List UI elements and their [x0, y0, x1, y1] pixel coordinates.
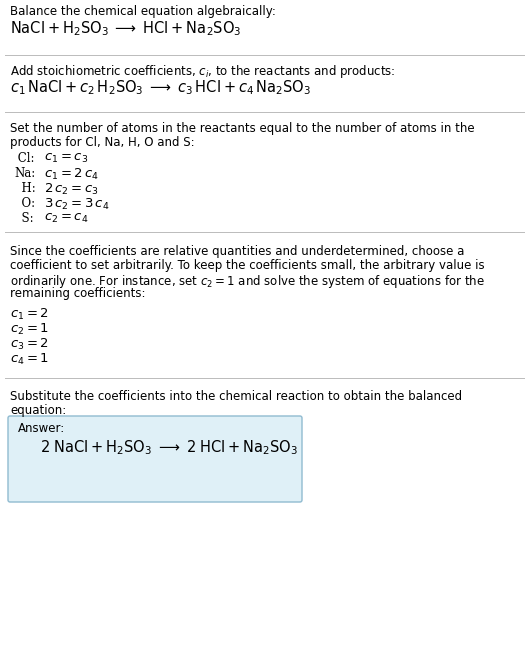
Text: products for Cl, Na, H, O and S:: products for Cl, Na, H, O and S:: [10, 136, 195, 149]
Text: Na:: Na:: [14, 167, 35, 180]
Text: Since the coefficients are relative quantities and underdetermined, choose a: Since the coefficients are relative quan…: [10, 245, 464, 258]
Text: $c_2 = c_4$: $c_2 = c_4$: [44, 212, 88, 225]
Text: $c_1 = 2\,c_4$: $c_1 = 2\,c_4$: [44, 167, 99, 182]
Text: Add stoichiometric coefficients, $c_i$, to the reactants and products:: Add stoichiometric coefficients, $c_i$, …: [10, 63, 395, 80]
Text: $c_3 = 2$: $c_3 = 2$: [10, 337, 49, 352]
Text: Answer:: Answer:: [18, 422, 65, 435]
FancyBboxPatch shape: [8, 416, 302, 502]
Text: Balance the chemical equation algebraically:: Balance the chemical equation algebraica…: [10, 5, 276, 18]
Text: O:: O:: [14, 197, 35, 210]
Text: H:: H:: [14, 182, 36, 195]
Text: ordinarily one. For instance, set $c_2 = 1$ and solve the system of equations fo: ordinarily one. For instance, set $c_2 =…: [10, 273, 485, 290]
Text: $3\,c_2 = 3\,c_4$: $3\,c_2 = 3\,c_4$: [44, 197, 110, 212]
Text: $c_2 = 1$: $c_2 = 1$: [10, 322, 49, 337]
Text: Cl:: Cl:: [14, 152, 34, 165]
Text: $\mathrm{NaCl + H_2SO_3 \;\longrightarrow\; HCl + Na_2SO_3}$: $\mathrm{NaCl + H_2SO_3 \;\longrightarro…: [10, 19, 242, 38]
Text: S:: S:: [14, 212, 34, 225]
Text: $c_1 = c_3$: $c_1 = c_3$: [44, 152, 88, 165]
Text: Set the number of atoms in the reactants equal to the number of atoms in the: Set the number of atoms in the reactants…: [10, 122, 475, 135]
Text: Substitute the coefficients into the chemical reaction to obtain the balanced: Substitute the coefficients into the che…: [10, 390, 462, 403]
Text: remaining coefficients:: remaining coefficients:: [10, 287, 145, 300]
Text: $2\,c_2 = c_3$: $2\,c_2 = c_3$: [44, 182, 99, 197]
Text: $c_1 = 2$: $c_1 = 2$: [10, 307, 49, 322]
Text: equation:: equation:: [10, 404, 66, 417]
Text: $c_4 = 1$: $c_4 = 1$: [10, 352, 49, 367]
Text: $\mathrm{2\;NaCl + H_2SO_3 \;\longrightarrow\; 2\;HCl + Na_2SO_3}$: $\mathrm{2\;NaCl + H_2SO_3 \;\longrighta…: [40, 438, 298, 457]
Text: $c_1\,\mathrm{NaCl} + c_2\,\mathrm{H_2SO_3} \;\longrightarrow\; c_3\,\mathrm{HCl: $c_1\,\mathrm{NaCl} + c_2\,\mathrm{H_2SO…: [10, 78, 311, 96]
Text: coefficient to set arbitrarily. To keep the coefficients small, the arbitrary va: coefficient to set arbitrarily. To keep …: [10, 259, 485, 272]
